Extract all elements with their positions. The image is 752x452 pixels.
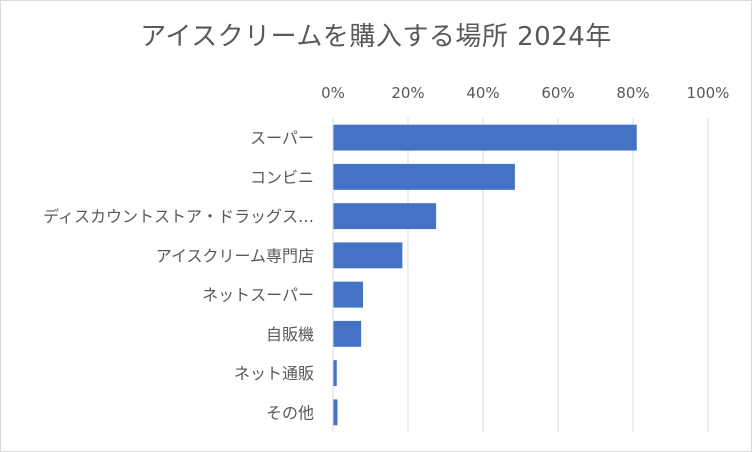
bar [333,242,403,269]
category-label: その他 [266,403,314,422]
bar [333,320,362,347]
category-label: ディスカウントストア・ドラッグス… [43,207,314,226]
x-tick-label: 80% [616,84,649,102]
x-tick-label: 100% [687,84,730,102]
category-label: コンビニ [250,168,314,187]
bar [333,203,437,230]
x-tick-label: 60% [541,84,574,102]
bars [333,124,637,426]
category-label: ネットスーパー [202,286,314,305]
chart-title: アイスクリームを購入する場所 2024年 [140,22,612,52]
x-tick-label: 20% [391,84,424,102]
bar [333,163,515,190]
bar [333,281,363,308]
bar [333,399,338,426]
category-label: ネット通販 [234,364,314,383]
x-tick-label: 40% [466,84,499,102]
bar [333,360,337,387]
category-label: アイスクリーム専門店 [156,246,314,265]
category-label: 自販機 [266,325,314,344]
category-label: スーパー [250,129,314,148]
bar [333,124,637,151]
x-axis-tick-labels: 0% 20% 40% 60% 80% 100% [321,84,729,102]
x-tick-label: 0% [321,84,345,102]
